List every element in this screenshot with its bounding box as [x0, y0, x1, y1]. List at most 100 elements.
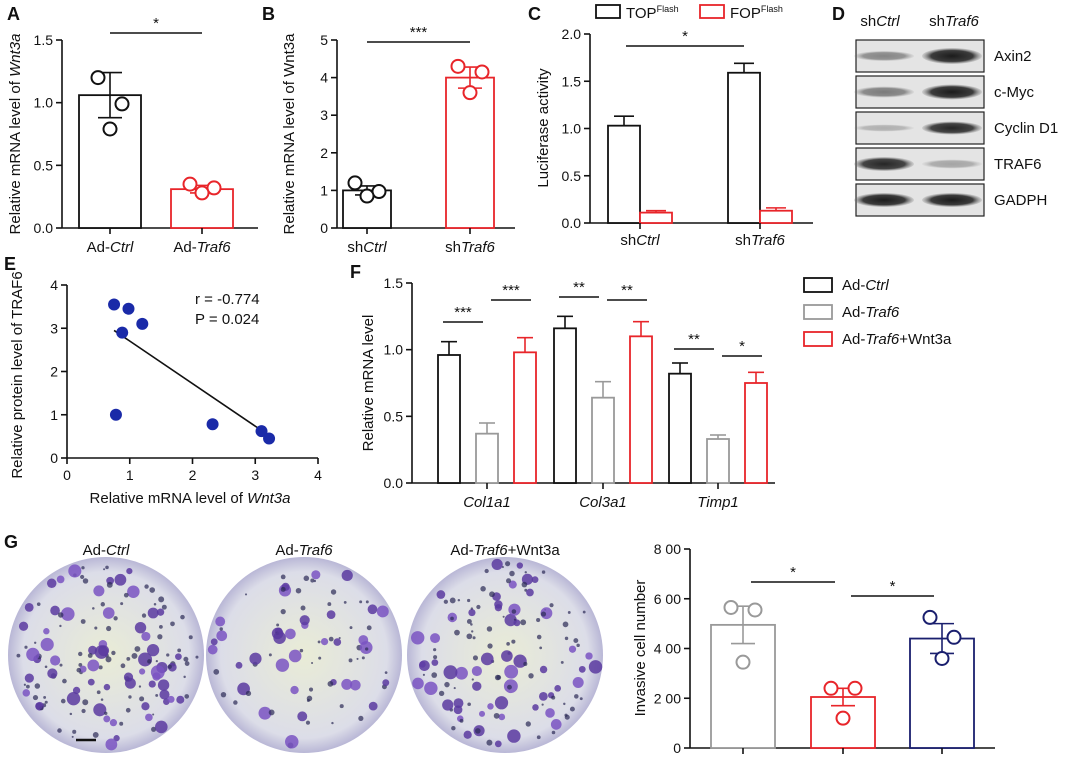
stained-cell — [430, 633, 441, 644]
data-point — [450, 58, 466, 74]
stained-cell — [138, 685, 142, 688]
panel-letter-d: D — [832, 4, 845, 24]
y-tick-label: 4 00 — [654, 641, 681, 657]
stained-cell — [338, 636, 341, 640]
stained-cell — [585, 652, 593, 660]
blot-band — [854, 86, 914, 98]
stained-cell — [81, 708, 86, 714]
stained-cell — [94, 626, 98, 630]
stained-cell — [157, 679, 170, 691]
x-axis-label-part: Relative mRNA level of — [90, 490, 248, 507]
stained-cell — [539, 665, 548, 674]
micrograph-label: Ad-Ctrl — [83, 542, 130, 559]
blot-lane-label: shCtrl — [860, 13, 900, 30]
stained-cell — [40, 637, 54, 652]
bar — [591, 396, 615, 484]
panel-letter-a: A — [7, 4, 20, 24]
stained-cell — [367, 604, 378, 615]
stained-cell — [57, 612, 64, 618]
stained-cell — [511, 609, 517, 614]
data-point — [835, 710, 851, 726]
stained-cell — [177, 648, 182, 653]
bar — [445, 76, 495, 229]
stained-cell — [361, 656, 365, 660]
y-tick-label: 3 — [320, 107, 328, 123]
stained-cell — [150, 665, 165, 680]
y-tick-label: 8 00 — [654, 541, 681, 557]
stained-cell — [188, 635, 193, 640]
stained-cell — [275, 658, 290, 672]
stained-cell — [195, 655, 199, 659]
significance-label: * — [890, 578, 896, 595]
stained-cell — [562, 621, 569, 628]
legend-label-part: Traf6 — [865, 304, 900, 321]
stained-cell — [471, 630, 474, 633]
legend-swatch — [803, 304, 833, 320]
stained-cell — [113, 735, 120, 742]
stained-cell — [245, 690, 252, 697]
stained-cell — [576, 643, 580, 648]
stained-cell — [184, 661, 190, 666]
panel-letter-g: G — [4, 532, 18, 552]
x-tick-label: Ad-Ctrl — [87, 239, 134, 256]
stained-cell — [80, 574, 85, 580]
stained-cell — [326, 610, 336, 620]
blot-band — [922, 159, 982, 169]
x-tick-label: Ad-Traf6 — [173, 239, 231, 256]
stained-cell — [431, 672, 438, 678]
stained-cell — [96, 690, 101, 695]
stained-cell — [134, 621, 147, 634]
micrograph-label: Ad-Traf6 — [275, 542, 333, 559]
stained-cell — [536, 735, 541, 740]
stained-cell — [170, 621, 175, 627]
stained-cell — [470, 607, 474, 610]
stained-cell — [513, 618, 517, 621]
stained-cell — [444, 681, 450, 688]
legend-label-part: Ad- — [842, 277, 865, 294]
stained-cell — [463, 730, 472, 739]
stained-cell — [87, 678, 95, 686]
bar — [475, 432, 499, 484]
panel-letter-f: F — [350, 262, 361, 282]
stained-cell — [87, 653, 93, 658]
stained-cell — [536, 634, 542, 640]
stained-cell — [79, 665, 87, 673]
significance-label: * — [739, 338, 745, 355]
stained-cell — [487, 643, 493, 649]
micrograph-label-part: Ctrl — [106, 542, 130, 559]
micrograph-label-part: Ad- — [83, 542, 106, 559]
y-tick-label: 2 00 — [654, 690, 681, 706]
x-tick-label: Timp1 — [697, 494, 739, 511]
stained-cell — [341, 569, 353, 582]
blot-lane-label-part: Traf6 — [945, 13, 980, 30]
stained-cell — [166, 653, 170, 657]
stained-cell — [579, 697, 583, 701]
x-tick-label-part: Ctrl — [363, 239, 387, 256]
bar — [437, 354, 461, 484]
stained-cell — [516, 562, 524, 569]
stained-cell — [498, 713, 506, 721]
legend-label: Ad-Traf6+Wnt3a — [842, 331, 952, 348]
blot-band — [922, 48, 982, 64]
stained-cell — [365, 647, 369, 651]
stained-cell — [59, 663, 63, 667]
stained-cell — [507, 684, 512, 690]
stained-cell — [442, 699, 454, 711]
stained-cell — [114, 573, 127, 586]
stained-cell — [105, 738, 118, 751]
y-tick-label: 2 — [320, 145, 328, 161]
micrograph-label-part: Ad- — [450, 542, 473, 559]
stained-cell — [109, 719, 118, 727]
stained-cell — [528, 673, 534, 679]
x-tick-label: 1 — [126, 467, 134, 483]
y-axis-label-part: Wnt3a — [7, 34, 24, 77]
stained-cell — [213, 668, 220, 675]
stained-cell — [455, 666, 468, 680]
blot-band — [922, 121, 982, 135]
stained-cell — [568, 645, 577, 653]
stained-cell — [486, 739, 493, 746]
blot-band — [854, 124, 914, 132]
regression-line — [113, 329, 270, 437]
